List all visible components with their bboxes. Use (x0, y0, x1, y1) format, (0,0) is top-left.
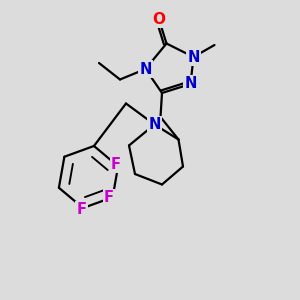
Text: O: O (152, 12, 166, 27)
Text: N: N (187, 50, 200, 64)
Text: N: N (139, 61, 152, 76)
Text: F: F (104, 190, 114, 205)
Text: F: F (111, 157, 121, 172)
Text: N: N (148, 117, 161, 132)
Text: F: F (76, 202, 86, 217)
Text: N: N (184, 76, 197, 92)
